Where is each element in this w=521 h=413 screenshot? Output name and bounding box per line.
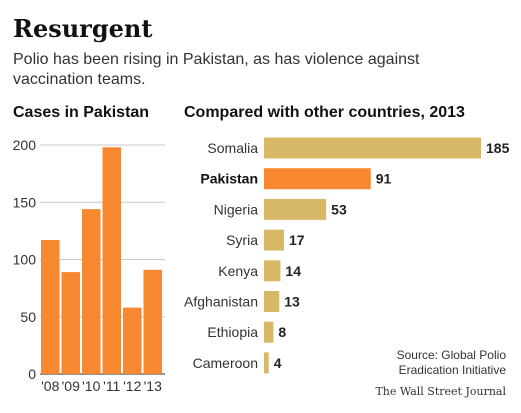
category-label: Syria	[226, 232, 258, 248]
data-label: 53	[331, 201, 347, 217]
y-tick-label: 200	[13, 137, 37, 153]
category-label: Pakistan	[200, 171, 258, 187]
category-label: Nigeria	[214, 201, 259, 217]
y-tick-label: 50	[20, 309, 36, 325]
publisher: The Wall Street Journal	[375, 385, 506, 398]
chart-title: Resurgent	[13, 14, 153, 43]
y-tick-label: 100	[13, 252, 37, 268]
x-tick-label: '13	[144, 378, 162, 394]
data-label: 91	[376, 171, 392, 187]
data-label: 13	[284, 294, 300, 310]
x-tick-label: '10	[82, 378, 100, 394]
bar	[82, 209, 101, 374]
data-label: 17	[289, 232, 305, 248]
category-label: Kenya	[218, 263, 258, 279]
bar	[41, 240, 60, 374]
chart-subtitle: Polio has been rising in Pakistan, as ha…	[13, 51, 420, 88]
bar	[61, 272, 80, 374]
source-line-1: Source: Global Polio	[396, 348, 506, 362]
x-tick-label: '08	[41, 378, 59, 394]
bar	[264, 168, 371, 190]
data-label: 185	[486, 140, 510, 156]
x-tick-label: '09	[62, 378, 80, 394]
x-tick-label: '12	[123, 378, 141, 394]
bar	[102, 147, 121, 374]
bar	[264, 137, 481, 159]
category-label: Somalia	[207, 140, 258, 156]
left-chart-title: Cases in Pakistan	[13, 104, 150, 121]
category-label: Cameroon	[193, 355, 258, 371]
source-line-2: Eradication Initiative	[398, 363, 506, 377]
bar	[264, 198, 327, 220]
bar	[264, 291, 280, 312]
bar	[264, 260, 281, 282]
data-label: 4	[274, 355, 282, 371]
right-chart-title: Compared with other countries, 2013	[184, 104, 465, 121]
data-label: 8	[278, 324, 286, 340]
y-tick-label: 150	[13, 194, 37, 210]
x-tick-label: '11	[103, 378, 120, 394]
bar	[123, 307, 142, 374]
bar	[264, 229, 284, 251]
bar	[264, 321, 274, 343]
category-label: Afghanistan	[184, 294, 258, 310]
y-tick-label: 0	[28, 366, 36, 382]
bar	[143, 269, 162, 374]
bar	[264, 352, 269, 374]
category-label: Ethiopia	[207, 324, 258, 340]
data-label: 14	[285, 263, 301, 279]
